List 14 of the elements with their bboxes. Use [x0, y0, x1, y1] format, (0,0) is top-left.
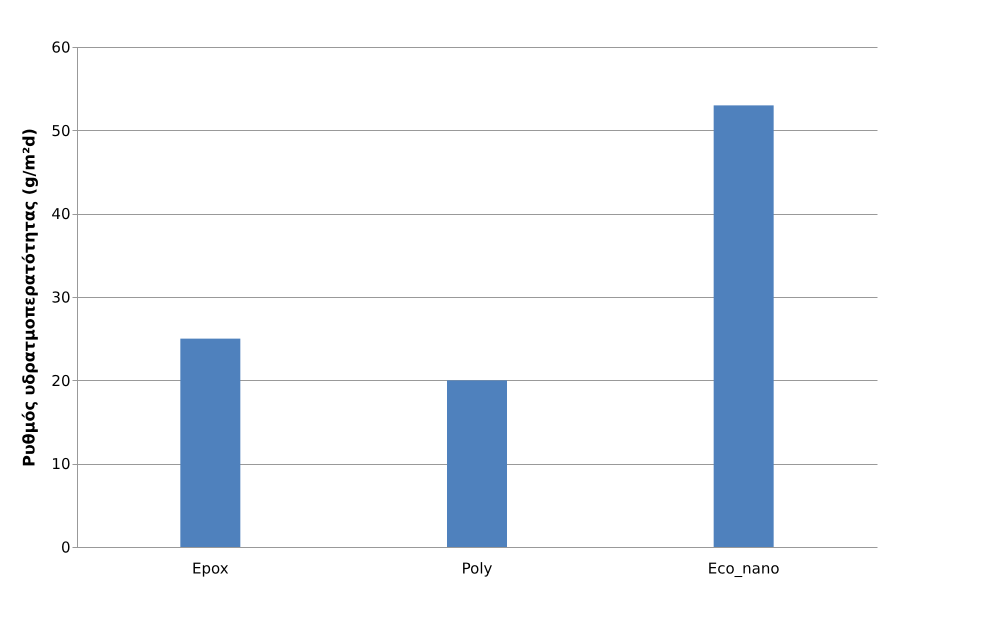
- y-tick-label: 20: [51, 372, 70, 390]
- bar: [447, 380, 507, 547]
- y-tick-label: 50: [51, 122, 70, 140]
- y-axis-title: Ρυθμός υδρατμοπερατότητας (g/m²d): [19, 128, 38, 467]
- y-tick-label: 10: [51, 455, 70, 474]
- x-tick-label: Poly: [462, 560, 492, 578]
- y-tick-label: 60: [51, 38, 70, 56]
- bar: [180, 338, 240, 547]
- x-tick-label: Epox: [192, 560, 229, 578]
- y-tick-label: 40: [51, 205, 70, 224]
- y-tick-label: 0: [60, 538, 70, 556]
- x-tick-label: Eco_nano: [708, 560, 780, 578]
- y-tick-label: 30: [51, 288, 70, 306]
- bar: [714, 105, 774, 547]
